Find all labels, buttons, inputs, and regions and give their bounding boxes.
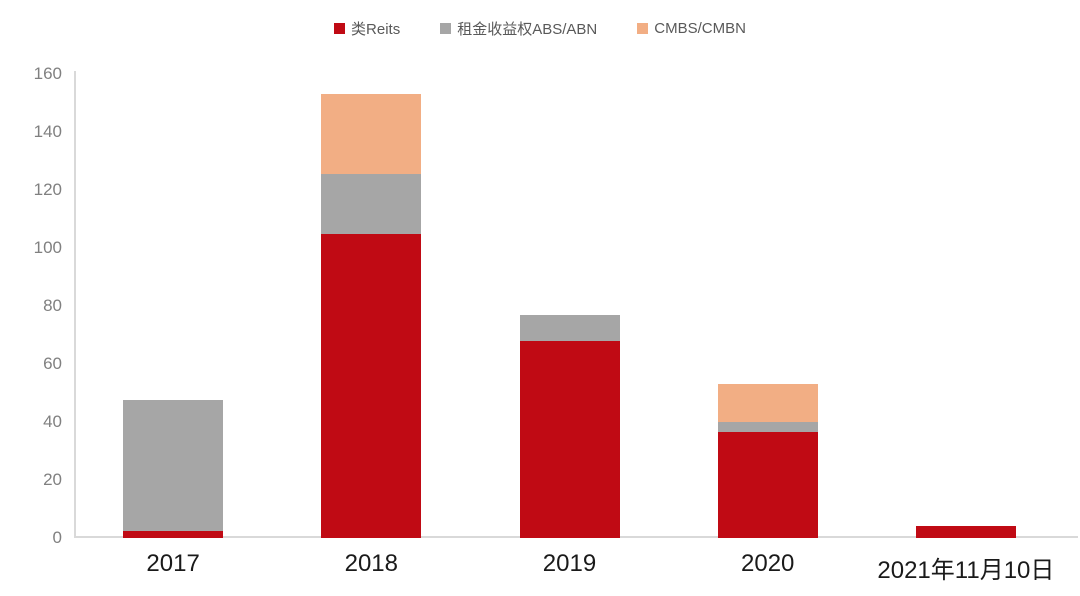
y-axis-tick-label: 20: [43, 470, 62, 489]
y-axis-tick-label: 60: [43, 354, 62, 373]
bar-segment-2018-series-0: [321, 233, 422, 538]
legend-swatch-icon: [440, 23, 452, 34]
y-axis-tick-label: 160: [33, 64, 62, 83]
bar-segment-2020-series-0: [717, 432, 818, 538]
legend-swatch-icon: [334, 23, 346, 34]
legend-item-2: CMBS/CMBN: [637, 20, 746, 37]
x-axis-label: 2019: [542, 550, 597, 577]
bar-segment-2020-series-2: [717, 384, 818, 422]
legend-label: 租金收益权ABS/ABN: [457, 21, 598, 38]
legend-item-0: 类Reits: [334, 18, 400, 39]
bar-segment-2019-series-0: [519, 340, 620, 538]
y-axis-tick-label: 140: [33, 122, 62, 141]
x-axis-label: 2021年11月10日: [877, 557, 1055, 584]
x-axis-label: 2020: [740, 550, 795, 577]
legend-item-1: 租金收益权ABS/ABN: [440, 18, 597, 39]
bar-segment-2017-series-0: [123, 530, 224, 538]
legend: 类Reits 租金收益权ABS/ABN CMBS/CMBN: [0, 18, 1080, 39]
legend-label: CMBS/CMBN: [654, 20, 746, 37]
y-axis-tick-label: 80: [43, 296, 62, 315]
bar-segment-2019-series-1: [519, 314, 620, 341]
y-axis-line: [74, 71, 76, 538]
bar-segment-2018-series-2: [321, 94, 422, 175]
bar-segment-2021年11月10日-series-0: [915, 526, 1016, 538]
y-axis-tick-label: 100: [33, 238, 62, 257]
x-axis-label: 2017: [146, 550, 200, 577]
bar-segment-2018-series-1: [321, 174, 422, 234]
bar-segment-2017-series-1: [123, 400, 224, 531]
legend-label: 类Reits: [351, 21, 401, 38]
y-axis-tick-label: 40: [43, 412, 62, 431]
y-axis-tick-label: 0: [52, 528, 62, 547]
x-axis-label: 2018: [344, 550, 398, 577]
bar-segment-2020-series-1: [717, 422, 818, 433]
legend-swatch-icon: [637, 23, 649, 34]
y-axis-tick-label: 120: [33, 180, 62, 199]
